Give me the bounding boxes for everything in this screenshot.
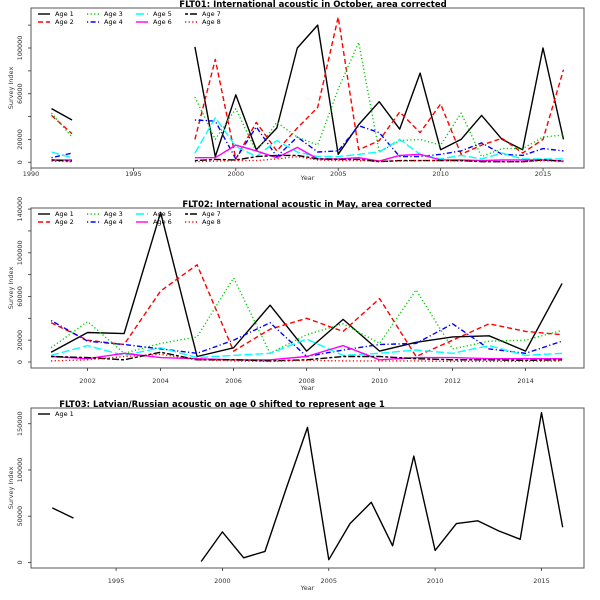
- legend: Age 1: [38, 410, 74, 418]
- y-tick-label: 20000: [16, 129, 24, 150]
- legend-label: Age 7: [202, 210, 221, 218]
- series-line-age-4: [194, 119, 564, 160]
- x-tick-label: 2002: [79, 377, 96, 385]
- x-tick-label: 2000: [228, 170, 245, 178]
- x-tick-label: 1995: [125, 170, 142, 178]
- chart-title: FLT02: International acoustic in May, ar…: [182, 200, 431, 210]
- series-line-age-3: [50, 277, 563, 354]
- legend-label: Age 1: [55, 10, 74, 18]
- series-line-age-3: [50, 112, 73, 138]
- y-tick-label: 60000: [16, 286, 24, 307]
- series-line-age-6: [194, 144, 564, 162]
- x-tick-label: 2000: [214, 577, 231, 585]
- series-line-age-2: [50, 264, 563, 358]
- y-tick-label: 50000: [16, 506, 24, 527]
- y-axis-label: Survey Index: [7, 267, 15, 310]
- plot-frame: [30, 7, 585, 169]
- y-tick-label: 140000: [16, 197, 24, 222]
- legend-label: Age 8: [202, 18, 221, 26]
- series-line-age-1: [51, 507, 74, 519]
- legend-label: Age 6: [153, 218, 172, 226]
- series-line-age-1: [194, 24, 565, 158]
- chart-panel-2: FLT02: International acoustic in May, ar…: [7, 197, 585, 392]
- legend-label: Age 3: [104, 10, 123, 18]
- chart-panel-3: FLT03: Latvian/Russian acoustic on age 0…: [7, 400, 585, 592]
- x-tick-label: 2006: [225, 377, 242, 385]
- series-line-age-2: [51, 114, 73, 135]
- y-tick-label: 60000: [16, 83, 24, 104]
- series-line-age-8: [194, 155, 564, 163]
- x-tick-label: 2012: [444, 377, 461, 385]
- series-line-age-7: [51, 159, 73, 162]
- x-tick-label: 2015: [535, 170, 552, 178]
- series-line-age-1: [200, 411, 564, 562]
- x-tick-label: 2008: [298, 377, 315, 385]
- y-tick-label: 150000: [16, 411, 24, 436]
- legend-label: Age 7: [202, 10, 221, 18]
- x-tick-label: 2010: [427, 577, 444, 585]
- legend-label: Age 3: [104, 210, 123, 218]
- series-line-age-5: [51, 151, 73, 159]
- series-line-age-5: [50, 338, 563, 359]
- legend-label: Age 8: [202, 218, 221, 226]
- series-line-age-7: [194, 154, 564, 163]
- series-line-age-5: [194, 116, 564, 160]
- y-tick-label: 0: [16, 160, 24, 164]
- legend-label: Age 2: [55, 18, 74, 26]
- y-axis-label: Survey Index: [7, 67, 15, 110]
- x-tick-label: 2004: [152, 377, 169, 385]
- legend-label: Age 1: [55, 410, 74, 418]
- y-tick-label: 100000: [16, 458, 24, 483]
- y-tick-label: 0: [16, 560, 24, 564]
- legend-label: Age 5: [153, 210, 172, 218]
- x-tick-label: 2014: [517, 377, 534, 385]
- series-line-age-1: [50, 211, 563, 358]
- legend-label: Age 6: [153, 18, 172, 26]
- chart-panel-1: FLT01: International acoustic in October…: [7, 0, 585, 182]
- legend-label: Age 2: [55, 218, 74, 226]
- x-tick-label: 2005: [320, 577, 337, 585]
- x-axis-label: Year: [300, 174, 315, 182]
- y-tick-label: 0: [16, 360, 24, 364]
- x-tick-label: 2010: [371, 377, 388, 385]
- chart-title: FLT03: Latvian/Russian acoustic on age 0…: [59, 400, 385, 410]
- series-line-age-4: [51, 152, 73, 159]
- series-line-age-2: [194, 16, 565, 160]
- chart-title: FLT01: International acoustic in October…: [179, 0, 446, 10]
- x-axis-label: Year: [300, 584, 315, 592]
- y-tick-label: 20000: [16, 330, 24, 351]
- plot-frame: [30, 207, 585, 369]
- legend-label: Age 4: [104, 18, 123, 26]
- x-tick-label: 2005: [330, 170, 347, 178]
- series-line-age-6: [51, 344, 563, 361]
- y-tick-label: 100000: [16, 240, 24, 265]
- x-tick-label: 2015: [533, 577, 550, 585]
- plot-frame: [30, 407, 585, 569]
- legend-label: Age 1: [55, 210, 74, 218]
- x-tick-label: 1990: [23, 170, 40, 178]
- y-tick-label: 100000: [16, 36, 24, 61]
- x-tick-label: 1995: [108, 577, 125, 585]
- x-axis-label: Year: [300, 384, 315, 392]
- y-axis-label: Survey Index: [7, 467, 15, 510]
- x-tick-label: 2010: [432, 170, 449, 178]
- series-line-age-8: [51, 353, 563, 363]
- legend-label: Age 4: [104, 218, 123, 226]
- series-line-age-1: [51, 107, 73, 121]
- legend-label: Age 5: [153, 10, 172, 18]
